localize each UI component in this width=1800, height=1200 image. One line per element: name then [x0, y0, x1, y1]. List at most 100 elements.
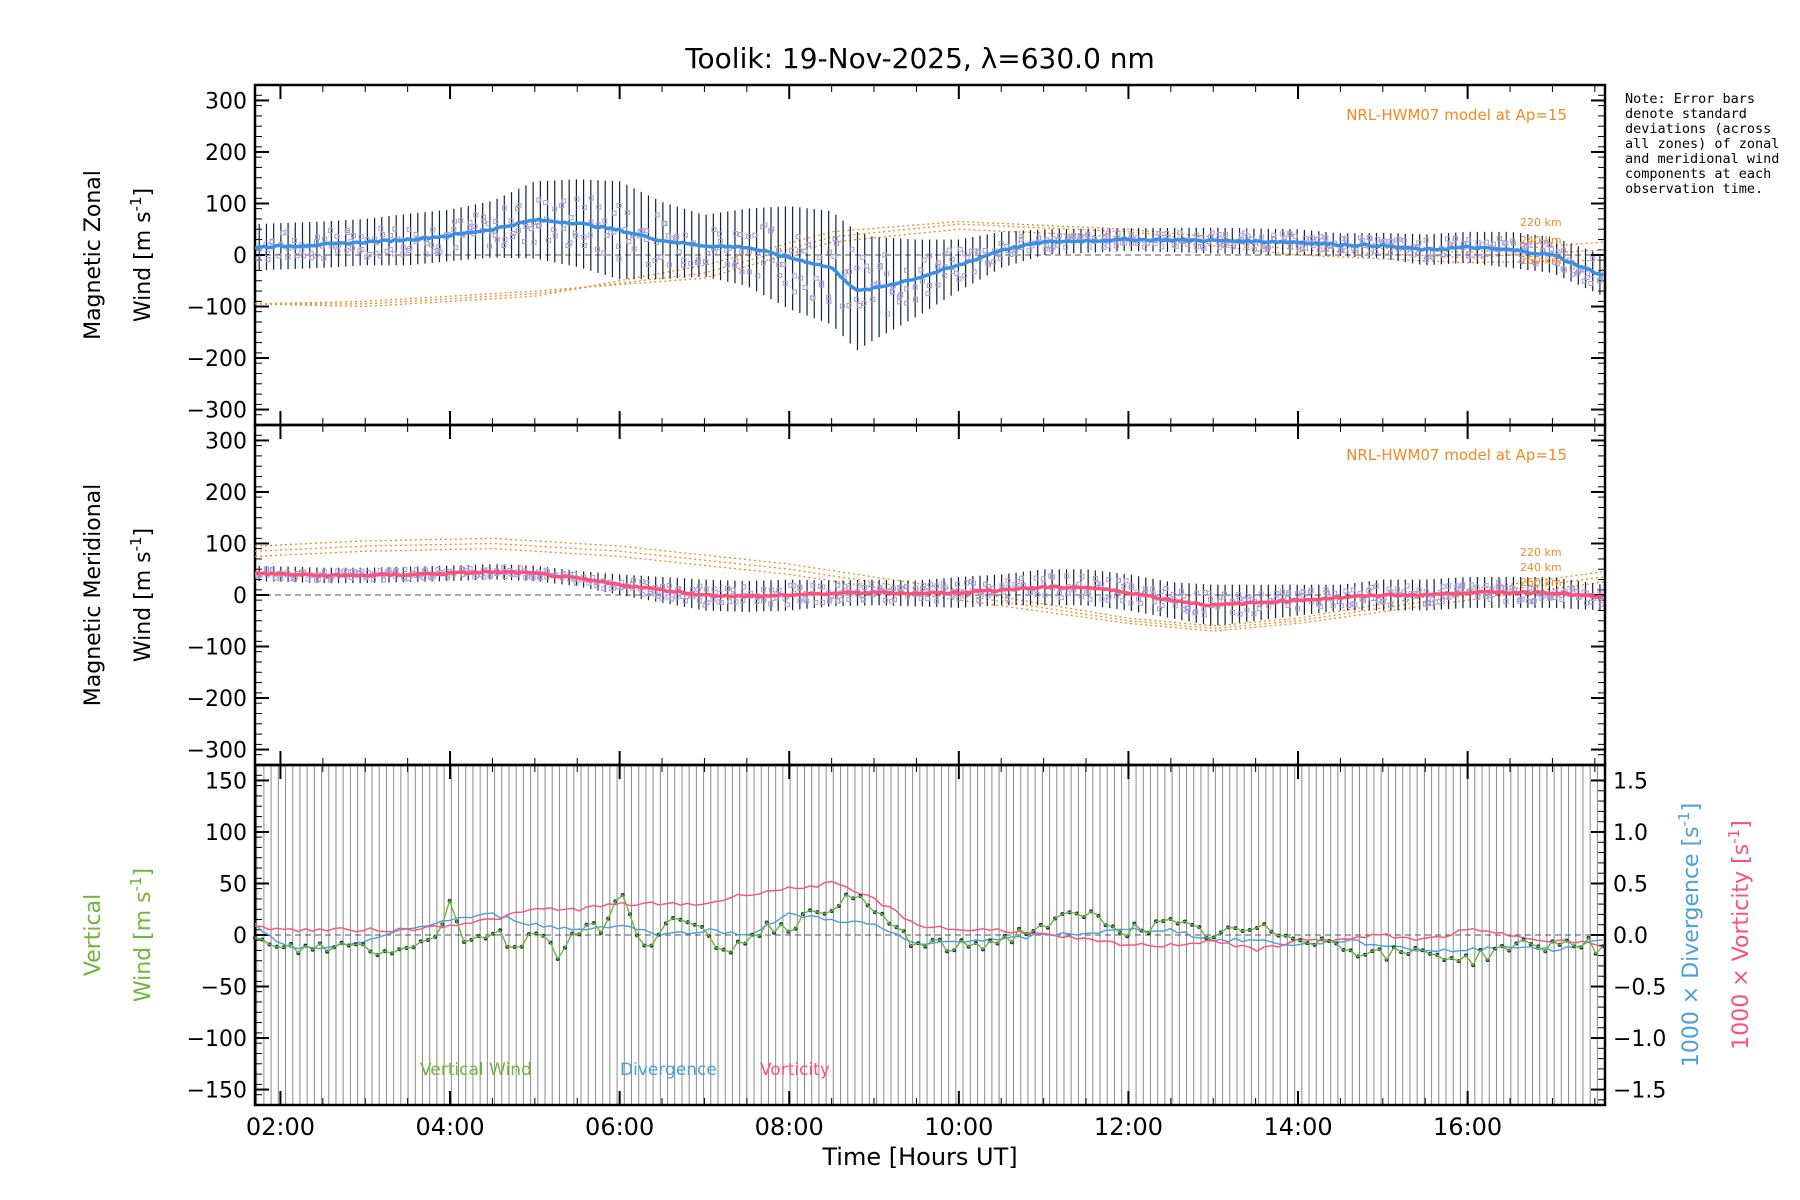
zone-point [1092, 575, 1098, 581]
zone-point [595, 246, 601, 252]
zone-point [528, 226, 534, 232]
zone-point [1317, 247, 1323, 253]
zone-point [860, 597, 866, 603]
zone-point [1509, 585, 1515, 591]
zone-point [327, 577, 333, 583]
zone-point [661, 220, 667, 226]
zone-point [1526, 242, 1532, 248]
zone-point [1192, 610, 1198, 616]
zone-point [1526, 598, 1532, 604]
zone-point [1159, 603, 1165, 609]
zone-point [1236, 592, 1242, 598]
zone-point [344, 247, 350, 253]
zone-point [1439, 597, 1445, 603]
zone-point [1559, 596, 1565, 602]
zone-point [1367, 236, 1373, 242]
zone-point [737, 231, 743, 237]
model-curve-220km [254, 220, 1604, 308]
zone-point [985, 260, 991, 266]
zone-point [1569, 271, 1575, 277]
zone-point [1105, 230, 1111, 236]
zone-point [1447, 241, 1453, 247]
zone-point [1446, 583, 1452, 589]
zone-point [919, 278, 925, 284]
zone-point [581, 242, 587, 248]
zone-point [964, 255, 970, 261]
zone-point [1459, 584, 1465, 590]
zone-point [817, 254, 823, 260]
zone-point [1070, 233, 1076, 239]
zone-point [788, 582, 794, 588]
zone-point [1245, 233, 1251, 239]
zone-point [968, 248, 974, 254]
zone-point [846, 303, 852, 309]
zone-point [502, 574, 508, 580]
zone-point [644, 228, 650, 234]
zone-point [1221, 594, 1227, 600]
zone-point [624, 210, 630, 216]
zone-point [854, 265, 860, 271]
zone-point [1273, 590, 1279, 596]
zone-point [436, 244, 442, 250]
zone-point [1300, 589, 1306, 595]
zone-point [792, 289, 798, 295]
zone-point [391, 251, 397, 257]
zone-point [832, 235, 838, 241]
zone-point [1387, 250, 1393, 256]
zone-point [818, 280, 824, 286]
zone-point [1181, 593, 1187, 599]
zone-point [1287, 243, 1293, 249]
zone-point [949, 256, 955, 262]
zone-point [1152, 599, 1158, 605]
zone-point [696, 597, 702, 603]
zone-point [1251, 611, 1257, 617]
zone-point [430, 227, 436, 233]
y-tick-label: 200 [205, 141, 247, 166]
zone-point [896, 299, 902, 305]
zone-point [1411, 252, 1417, 258]
zone-point [1590, 256, 1596, 262]
y2-tick-label: 0.0 [1613, 924, 1648, 949]
zone-point [1216, 231, 1222, 237]
zone-point [1574, 270, 1580, 276]
zone-point [1548, 246, 1554, 252]
zone-point [846, 585, 852, 591]
zone-point [611, 210, 617, 216]
zone-point [1388, 602, 1394, 608]
y-tick-label: 300 [205, 89, 247, 114]
zone-point [481, 214, 487, 220]
zone-point [839, 303, 845, 309]
zone-point [1469, 582, 1475, 588]
meridional-ylabel-line2: Wind [m s-1] [127, 528, 156, 662]
meridional-wind-panel: 300 200 100 0 −100 −200 −300 NRL-HWM07 model at… [187, 423, 1607, 767]
zone-point [961, 273, 967, 279]
zone-point [1561, 267, 1567, 273]
zone-point [997, 256, 1003, 262]
y-tick-label: 50 [219, 872, 247, 897]
zone-point [421, 575, 427, 581]
divergence-ylabel: 1000 × Divergence [s-1] [1675, 803, 1704, 1067]
zone-point [798, 275, 804, 281]
y-tick-label: −100 [187, 296, 247, 321]
zone-point [1116, 577, 1122, 583]
zone-point [1597, 278, 1603, 284]
zone-point [1128, 583, 1134, 589]
zone-point [313, 253, 319, 259]
zone-point [964, 580, 970, 586]
zone-point [826, 249, 832, 255]
zone-point [1475, 239, 1481, 245]
zone-point [1444, 594, 1450, 600]
zone-point [1201, 612, 1207, 618]
zone-point [486, 243, 492, 249]
zone-point [927, 253, 933, 259]
x-tick-labels: 02:00 04:00 06:00 08:00 10:00 12:00 14:00 16:00 [246, 1113, 1502, 1141]
zone-point [683, 598, 689, 604]
zone-point [784, 602, 790, 608]
y-tick-label: −200 [187, 687, 247, 712]
y-tick-label: −200 [187, 347, 247, 372]
zone-point [1415, 251, 1421, 257]
zone-point [1372, 248, 1378, 254]
y-tick-label: 0 [233, 244, 247, 269]
zone-point [568, 215, 574, 221]
zone-point [272, 575, 278, 581]
